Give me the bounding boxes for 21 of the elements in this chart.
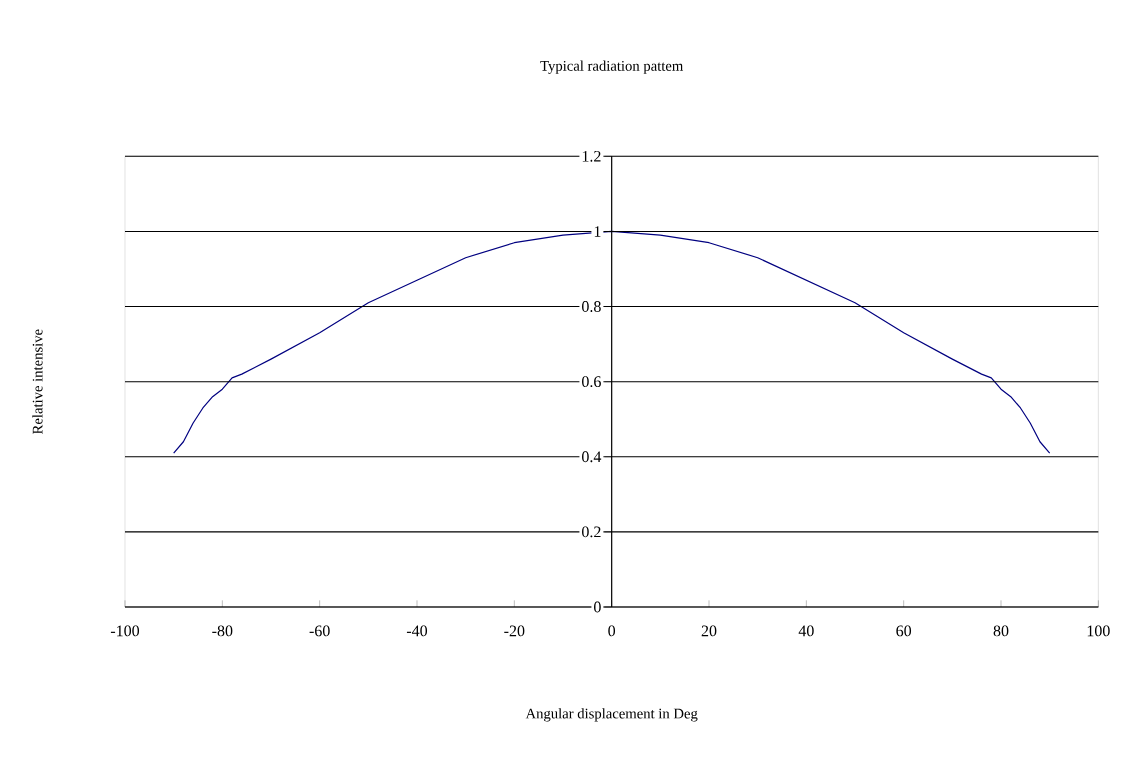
y-tick-label: 0.6 [582,376,601,388]
chart-title: Typical radiation pattem [540,60,684,74]
x-tick-label: -20 [504,625,525,637]
x-tick-label: 60 [896,625,912,637]
y-tick-label: 0.4 [582,451,602,463]
y-tick-label: 0.8 [582,301,601,312]
y-tick-label: 0 [594,601,601,613]
y-axis-title: Relative intensive [32,329,43,434]
x-tick-label: 20 [701,625,717,637]
x-tick-label: -100 [110,625,140,637]
y-tick-label: 1.2 [582,150,601,162]
x-tick-label: 80 [993,625,1009,637]
y-tick-label: 1 [594,226,601,237]
x-tick-label: 0 [608,625,616,637]
x-tick-label: -40 [406,625,428,637]
x-tick-label: -60 [309,625,330,637]
x-tick-label: 100 [1087,625,1110,637]
x-tick-label: 40 [798,625,814,637]
y-tick-label: 0.2 [582,526,601,538]
x-axis-title: Angular displacement in Deg [525,708,698,722]
x-tick-label: -80 [212,625,233,637]
